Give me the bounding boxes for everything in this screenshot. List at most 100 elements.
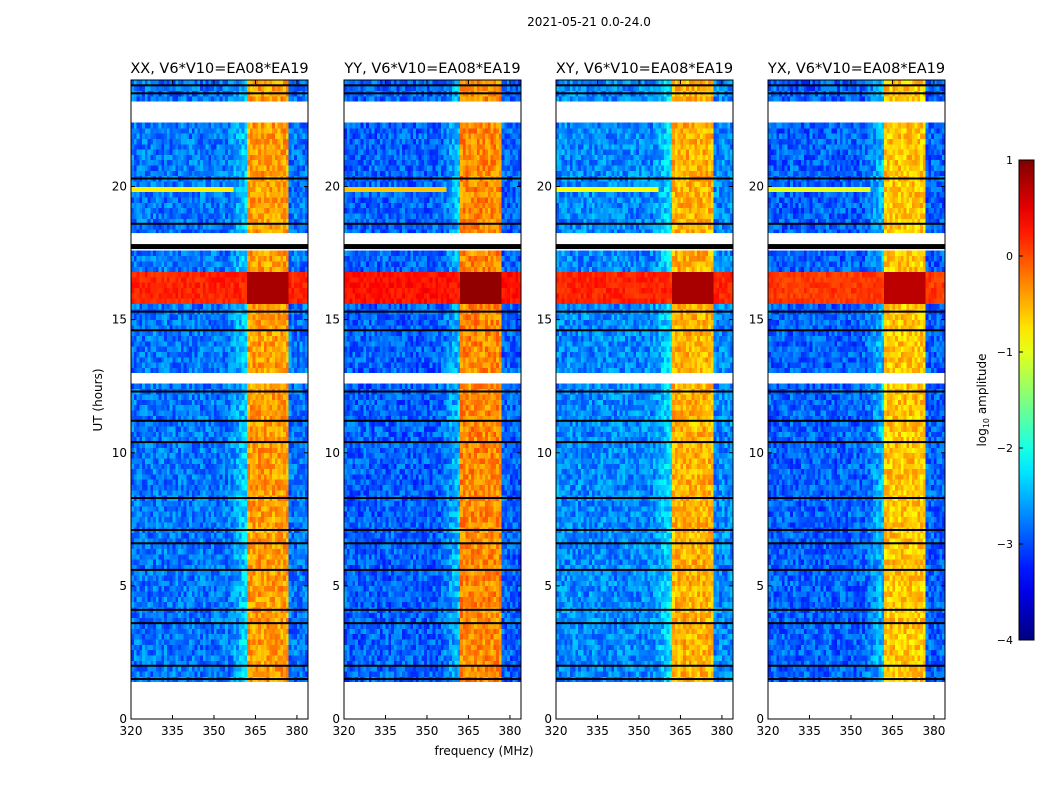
heatmap-cell — [233, 671, 237, 677]
heatmap-cell — [175, 356, 179, 363]
heatmap-cell — [133, 277, 137, 283]
heatmap-cell — [274, 324, 278, 331]
heatmap-cell — [194, 628, 198, 635]
heatmap-cell — [219, 261, 223, 267]
heatmap-cell — [241, 468, 245, 475]
heatmap-cell — [266, 665, 270, 672]
heatmap-cell — [272, 362, 276, 368]
heatmap-cell — [202, 442, 207, 448]
heatmap-cell — [139, 431, 143, 438]
heatmap-cell — [172, 601, 176, 608]
heatmap-cell — [153, 431, 157, 438]
heatmap-cell — [266, 564, 270, 571]
heatmap-cell — [255, 383, 259, 390]
heatmap-cell — [214, 617, 218, 624]
heatmap-cell — [153, 596, 157, 603]
heatmap-cell — [164, 628, 168, 635]
heatmap-cell — [202, 537, 207, 544]
heatmap-cell — [191, 287, 195, 294]
heatmap-cell — [216, 356, 220, 363]
heatmap-cell — [172, 420, 176, 427]
heatmap-cell — [161, 442, 165, 448]
heatmap-cell — [252, 298, 256, 305]
heatmap-cell — [280, 356, 284, 363]
heatmap-cell — [244, 628, 248, 635]
heatmap-cell — [205, 537, 209, 544]
heatmap-cell — [155, 287, 160, 294]
heatmap-cell — [214, 564, 218, 571]
heatmap-cell — [131, 500, 135, 507]
heatmap-cell — [288, 447, 292, 454]
heatmap-cell — [274, 293, 278, 299]
heatmap-cell — [285, 564, 290, 571]
heatmap-cell — [238, 346, 243, 353]
heatmap-cell — [133, 596, 137, 603]
heatmap-cell — [219, 569, 223, 576]
heatmap-cell — [255, 420, 259, 427]
heatmap-cell — [216, 585, 220, 592]
heatmap-cell — [144, 277, 148, 283]
heatmap-cell — [133, 367, 137, 374]
heatmap-cell — [249, 479, 254, 486]
heatmap-cell — [161, 548, 165, 555]
heatmap-cell — [238, 383, 243, 390]
heatmap-cell — [178, 271, 182, 278]
heatmap-cell — [305, 660, 309, 667]
heatmap-cell — [178, 452, 182, 459]
heatmap-cell — [230, 665, 234, 672]
heatmap-cell — [136, 420, 140, 427]
heatmap-cell — [194, 383, 198, 390]
heatmap-cell — [202, 591, 207, 597]
heatmap-cell — [222, 287, 226, 294]
heatmap-cell — [164, 644, 168, 651]
heatmap-cell — [205, 330, 209, 337]
heatmap-cell — [263, 287, 267, 294]
heatmap-cell — [238, 362, 243, 368]
heatmap-cell — [191, 261, 195, 267]
heatmap-cell — [202, 420, 207, 427]
heatmap-cell — [230, 532, 234, 539]
heatmap-cell — [236, 559, 240, 566]
heatmap-cell — [191, 511, 195, 518]
heatmap-cell — [280, 511, 284, 518]
heatmap-cell — [131, 665, 135, 672]
heatmap-cell — [274, 346, 278, 353]
heatmap-cell — [175, 261, 179, 267]
heatmap-cell — [158, 516, 162, 523]
heatmap-cell — [291, 559, 295, 566]
heatmap-cell — [277, 660, 281, 667]
heatmap-cell — [167, 591, 171, 597]
heatmap-cell — [214, 559, 218, 566]
heatmap-cell — [258, 458, 262, 464]
heatmap-cell — [142, 282, 146, 289]
heatmap-cell — [136, 633, 140, 640]
heatmap-cell — [269, 559, 273, 566]
heatmap-cell — [296, 628, 301, 635]
heatmap-cell — [247, 564, 251, 571]
heatmap-cell — [252, 559, 256, 566]
heatmap-cell — [150, 431, 154, 438]
heatmap-cell — [288, 282, 292, 289]
heatmap-cell — [133, 282, 137, 289]
heatmap-cell — [205, 266, 209, 273]
heatmap-cell — [302, 356, 306, 363]
heatmap-cell — [258, 420, 262, 427]
heatmap-cell — [202, 490, 207, 496]
heatmap-cell — [161, 633, 165, 640]
heatmap-cell — [266, 431, 270, 438]
heatmap-cell — [169, 655, 173, 661]
heatmap-cell — [219, 271, 223, 278]
heatmap-cell — [269, 426, 273, 432]
heatmap-cell — [272, 436, 276, 443]
heatmap-cell — [133, 330, 137, 337]
heatmap-cell — [274, 399, 278, 406]
heatmap-cell — [225, 394, 229, 400]
heatmap-cell — [186, 479, 190, 486]
heatmap-cell — [283, 623, 287, 629]
heatmap-cell — [222, 633, 226, 640]
heatmap-cell — [233, 415, 237, 422]
heatmap-cell — [236, 303, 240, 310]
heatmap-cell — [142, 335, 146, 342]
heatmap-cell — [236, 484, 240, 491]
heatmap-cell — [183, 282, 187, 289]
